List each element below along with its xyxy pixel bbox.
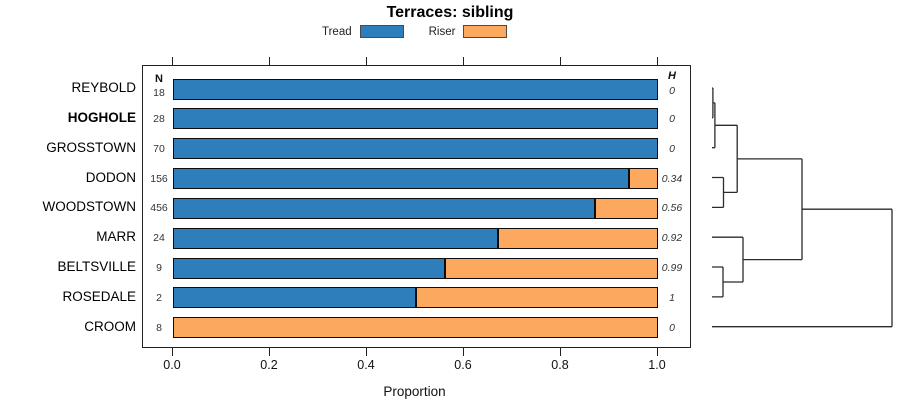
x-axis-tick-top <box>366 57 367 65</box>
tread-bar-segment <box>173 168 629 190</box>
h-value: 0.92 <box>661 232 683 245</box>
n-value: 9 <box>156 262 162 275</box>
x-axis-tick-label: 0.8 <box>551 358 569 372</box>
category-label: ROSEDALE <box>62 288 136 304</box>
riser-bar-segment <box>445 257 658 279</box>
n-value: 24 <box>153 232 165 245</box>
x-axis-title: Proportion <box>383 384 446 399</box>
h-value: 1 <box>669 291 675 304</box>
h-value: 0 <box>669 321 675 334</box>
h-value: 0.56 <box>661 202 683 215</box>
chart-title: Terraces: sibling <box>386 4 514 21</box>
tread-bar-segment <box>173 78 658 100</box>
tread-bar-segment <box>173 138 658 160</box>
x-axis-tick-label: 1.0 <box>648 358 666 372</box>
dendrogram <box>712 87 893 328</box>
n-value: 456 <box>150 202 168 215</box>
x-axis-tick-top <box>560 57 561 65</box>
category-label: DODON <box>85 169 136 185</box>
x-axis-tick-label: 0.6 <box>454 358 472 372</box>
category-label: REYBOLD <box>71 80 136 95</box>
category-label: MARR <box>96 229 136 245</box>
riser-swatch-icon <box>463 25 508 38</box>
x-axis-tick-bottom <box>657 348 658 356</box>
legend-label-riser: Riser <box>428 25 456 38</box>
h-value: 0 <box>669 112 675 125</box>
h-value: 0 <box>669 142 675 155</box>
x-axis-tick-bottom <box>560 348 561 356</box>
tread-bar-segment <box>173 257 445 279</box>
x-axis-tick-label: 0.0 <box>163 358 181 372</box>
riser-bar-segment <box>629 168 658 190</box>
x-axis-tick-label: 0.4 <box>357 358 375 372</box>
n-value: 8 <box>156 321 162 334</box>
x-axis-tick-bottom <box>269 348 270 356</box>
tread-bar-segment <box>173 108 658 130</box>
x-axis-tick-label: 0.2 <box>260 358 278 372</box>
plot-area: N H 18 0 28 0 70 0 156 0.34 456 0.56 24 0.92 9 0.99 2 1… <box>142 65 691 348</box>
x-axis-tick-top <box>269 57 270 65</box>
tread-bar-segment <box>173 287 416 309</box>
tread-bar-segment <box>173 227 498 249</box>
riser-bar-segment <box>416 287 658 309</box>
h-column-header: H <box>668 70 676 82</box>
n-value: 18 <box>153 87 165 99</box>
riser-bar-segment <box>595 197 658 219</box>
x-axis-tick-bottom <box>366 348 367 356</box>
category-label: BELTSVILLE <box>57 259 136 275</box>
category-label: WOODSTOWN <box>42 199 137 215</box>
riser-bar-segment <box>173 317 658 339</box>
h-value: 0.34 <box>661 172 683 185</box>
category-label: HOGHOLE <box>67 109 136 125</box>
tread-swatch-icon <box>359 25 404 38</box>
riser-bar-segment <box>498 227 658 249</box>
x-axis-tick-top <box>657 57 658 65</box>
x-axis-tick-bottom <box>172 348 173 356</box>
category-label: GROSSTOWN <box>46 139 136 155</box>
n-value: 28 <box>153 112 165 125</box>
n-value: 70 <box>153 142 165 155</box>
h-value: 0.99 <box>661 262 683 275</box>
x-axis-tick-top <box>463 57 464 65</box>
category-label: CROOM <box>84 318 136 334</box>
legend-label-tread: Tread <box>322 25 352 38</box>
x-axis-tick-top <box>172 57 173 65</box>
dendrogram-lines <box>712 87 893 328</box>
x-axis-tick-bottom <box>463 348 464 356</box>
n-value: 156 <box>150 172 168 185</box>
tread-bar-segment <box>173 197 595 219</box>
n-value: 2 <box>156 291 162 304</box>
legend: Tread Riser <box>322 25 508 38</box>
n-column-header: N <box>155 73 163 85</box>
h-value: 0 <box>669 85 675 97</box>
